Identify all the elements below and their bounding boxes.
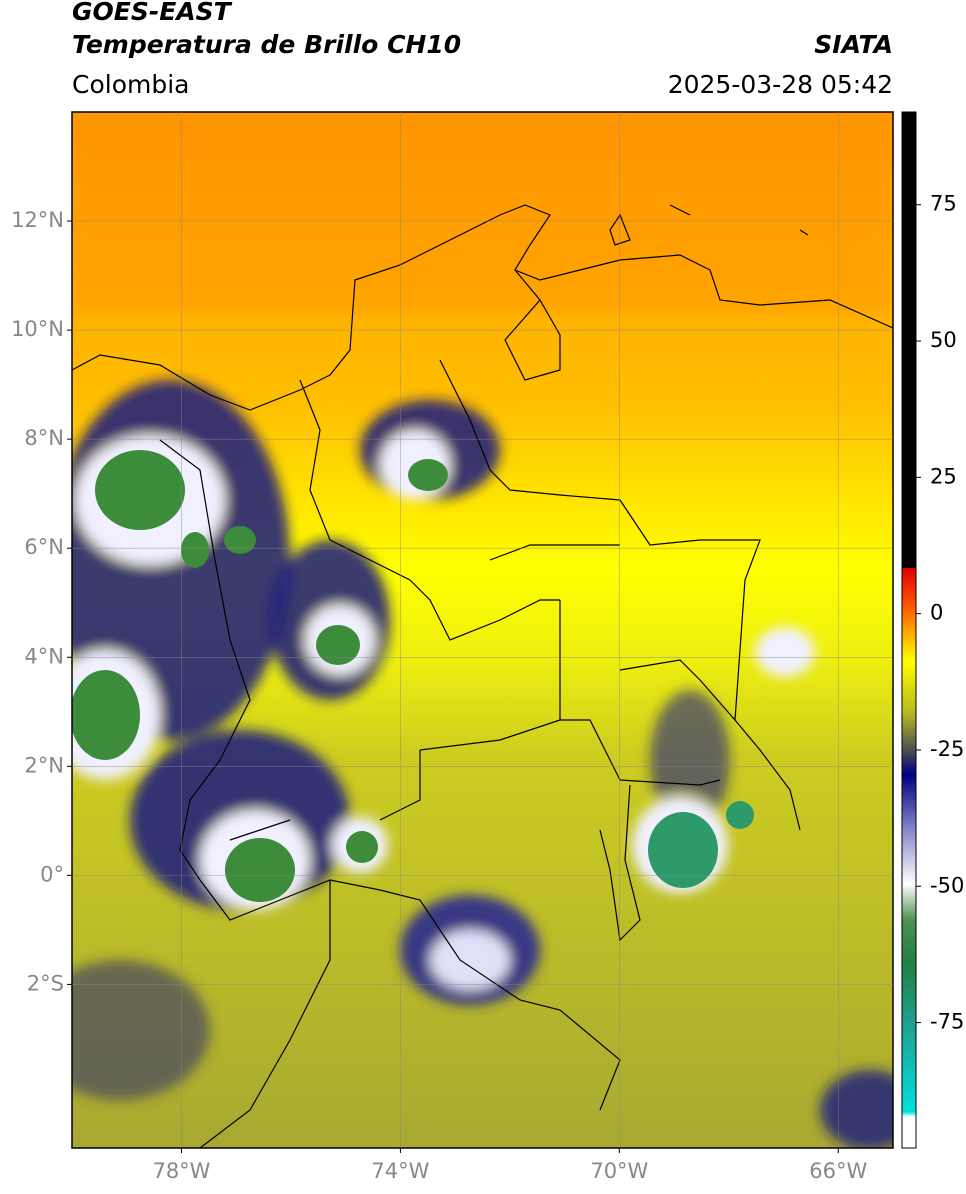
subtitle: Temperatura de Brillo CH10 xyxy=(72,30,461,59)
colorbar-tick-label: 50 xyxy=(930,328,957,352)
y-tick-label: 8°N xyxy=(24,426,64,450)
colorbar xyxy=(901,111,917,1149)
y-tick-label: 12°N xyxy=(11,208,64,232)
imagery xyxy=(72,112,893,1148)
colorbar-tick-label: 0 xyxy=(930,601,943,625)
y-tick-label: 6°N xyxy=(24,535,64,559)
colorbar-tick-label: -75 xyxy=(930,1010,964,1034)
datetime: 2025-03-28 05:42 xyxy=(668,70,893,99)
x-tick-label: 70°W xyxy=(590,1159,648,1183)
colorbar-tick-label: -25 xyxy=(930,737,964,761)
title: GOES-EAST xyxy=(72,0,233,26)
x-tick-label: 78°W xyxy=(152,1159,210,1183)
y-tick-label: 4°N xyxy=(24,644,64,668)
map-frame xyxy=(71,111,894,1149)
region: Colombia xyxy=(72,70,189,99)
x-tick-label: 74°W xyxy=(371,1159,429,1183)
colorbar-tick-label: 75 xyxy=(930,192,957,216)
y-tick-label: 2°N xyxy=(24,753,64,777)
colorbar-tick-label: -50 xyxy=(930,873,964,897)
x-tick-label: 66°W xyxy=(809,1159,867,1183)
y-tick-label: 0° xyxy=(40,862,64,886)
y-tick-label: 2°S xyxy=(27,971,64,995)
colorbar-tick-label: 25 xyxy=(930,464,957,488)
source: SIATA xyxy=(814,30,893,59)
y-tick-label: 10°N xyxy=(11,317,64,341)
